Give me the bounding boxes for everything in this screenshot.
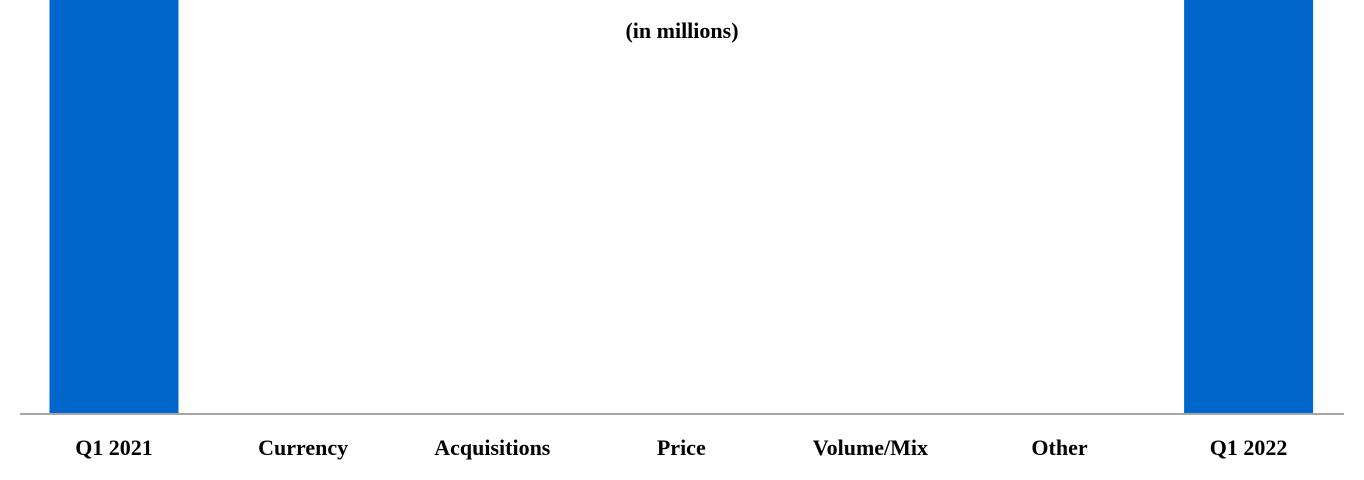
category-label: Q1 2022 [1210, 435, 1288, 460]
chart-subtitle: (in millions) [625, 18, 738, 43]
category-label: Volume/Mix [813, 435, 928, 460]
category-label: Acquisitions [434, 435, 551, 460]
bar-q1-2022 [1184, 0, 1314, 414]
category-label: Price [657, 435, 706, 460]
category-label: Currency [258, 435, 348, 460]
category-label: Other [1031, 435, 1087, 460]
bars-group [49, 0, 1314, 414]
bar-q1-2021 [49, 0, 179, 414]
labels-group: $7,585Q1 2021$(590)Currency$70Acquisitio… [75, 435, 1288, 460]
category-label: Q1 2021 [75, 435, 153, 460]
